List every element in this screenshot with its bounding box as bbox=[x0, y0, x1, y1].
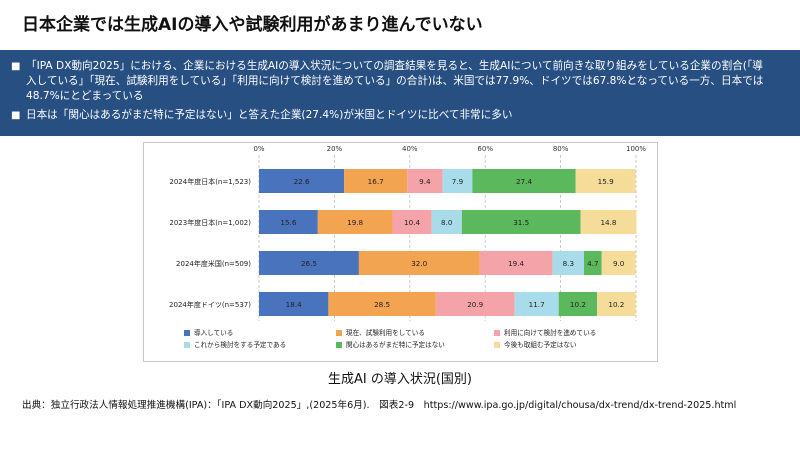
x-tick-label: 20% bbox=[327, 145, 343, 153]
bullet-text: 「IPA DX動向2025」における、企業における生成AIの導入状況についての調… bbox=[26, 60, 764, 102]
x-tick-label: 0% bbox=[253, 145, 264, 153]
bar-segment bbox=[580, 210, 637, 234]
data-label: 32.0 bbox=[411, 259, 427, 268]
data-label: 22.6 bbox=[294, 177, 310, 186]
source-note: 出典：独立行政法人情報処理推進機構(IPA)：「IPA DX動向2025」,(2… bbox=[22, 400, 737, 411]
bar-segment bbox=[358, 251, 480, 275]
data-label: 15.9 bbox=[598, 177, 614, 186]
data-label: 19.8 bbox=[347, 218, 363, 227]
bar-segment bbox=[552, 251, 584, 275]
data-label: 20.9 bbox=[467, 300, 483, 309]
category-label: 2024年度米国(n=509) bbox=[176, 259, 251, 268]
x-tick-label: 80% bbox=[553, 145, 569, 153]
legend-label: 関心はあるがまだ特に予定はない bbox=[346, 340, 445, 349]
data-label: 11.7 bbox=[529, 300, 545, 309]
data-label: 27.4 bbox=[516, 177, 532, 186]
legend-label: 現在、試験利用をしている bbox=[346, 328, 425, 337]
data-label: 19.4 bbox=[508, 259, 524, 268]
category-label: 2023年度日本(n=1,002) bbox=[169, 218, 251, 227]
data-label: 7.9 bbox=[452, 177, 464, 186]
bullet-square-icon: ■ bbox=[11, 61, 21, 72]
data-label: 9.4 bbox=[419, 177, 431, 186]
x-tick-label: 40% bbox=[402, 145, 418, 153]
legend-label: 今後も取組む予定はない bbox=[504, 340, 577, 349]
bar-segment bbox=[514, 292, 559, 316]
legend-label: 利用に向けて検討を進めている bbox=[504, 328, 596, 337]
bar-segment bbox=[259, 210, 318, 234]
legend-swatch bbox=[184, 342, 190, 348]
legend-label: これから検討をする予定である bbox=[194, 340, 286, 349]
data-label: 8.3 bbox=[563, 259, 574, 268]
bar-segment bbox=[259, 292, 329, 316]
data-label: 15.6 bbox=[280, 218, 296, 227]
bar-segment bbox=[407, 169, 443, 193]
bar-segment bbox=[479, 251, 553, 275]
legend-swatch bbox=[336, 330, 342, 336]
legend-swatch bbox=[494, 330, 500, 336]
bar-segment bbox=[558, 292, 598, 316]
legend-swatch bbox=[336, 342, 342, 348]
stacked-bar-chart: 0% 20% 40% 60% 80% 100% 2024年度日本(n=1,523) 22.6 1… bbox=[169, 145, 646, 349]
data-label: 14.8 bbox=[600, 218, 616, 227]
category-label: 2024年度ドイツ(n=537) bbox=[169, 300, 251, 309]
bullet-text: 日本は「関心はあるがまだ特に予定はない」と答えた企業(27.4%)が米国とドイツ… bbox=[26, 109, 513, 121]
data-label: 18.4 bbox=[286, 300, 302, 309]
legend-swatch bbox=[494, 342, 500, 348]
summary-bullet: ■ 日本は「関心はあるがまだ特に予定はない」と答えた企業(27.4%)が米国とド… bbox=[11, 108, 771, 123]
bar-segment bbox=[597, 292, 636, 316]
data-label: 28.5 bbox=[374, 300, 390, 309]
bar-segment bbox=[259, 251, 359, 275]
summary-bullet: ■ 「IPA DX動向2025」における、企業における生成AIの導入状況について… bbox=[11, 59, 771, 104]
data-label: 9.0 bbox=[613, 259, 625, 268]
bar-segment bbox=[328, 292, 436, 316]
bar-segment bbox=[317, 210, 393, 234]
category-label: 2024年度日本(n=1,523) bbox=[169, 177, 251, 186]
bar-segment bbox=[442, 169, 473, 193]
data-label: 16.7 bbox=[368, 177, 384, 186]
summary-banner: ■ 「IPA DX動向2025」における、企業における生成AIの導入状況について… bbox=[0, 50, 800, 136]
x-tick-label: 100% bbox=[626, 145, 646, 153]
legend-label: 導入している bbox=[194, 328, 233, 337]
x-tick-label: 60% bbox=[477, 145, 493, 153]
bar-segment bbox=[344, 169, 408, 193]
bar-segment bbox=[431, 210, 462, 234]
data-label: 10.2 bbox=[608, 300, 624, 309]
bar-segment bbox=[583, 251, 602, 275]
bullet-square-icon: ■ bbox=[11, 110, 21, 121]
data-label: 10.4 bbox=[404, 218, 420, 227]
data-label: 31.5 bbox=[513, 218, 529, 227]
chart-frame: 0% 20% 40% 60% 80% 100% 2024年度日本(n=1,523) 22.6 1… bbox=[143, 142, 658, 362]
bar-segment bbox=[575, 169, 636, 193]
bar-segment bbox=[601, 251, 636, 275]
bar-segment bbox=[392, 210, 432, 234]
bar-segment bbox=[259, 169, 345, 193]
data-label: 10.2 bbox=[570, 300, 586, 309]
data-label: 26.5 bbox=[301, 259, 317, 268]
bar-segment bbox=[435, 292, 515, 316]
data-label: 8.0 bbox=[441, 218, 453, 227]
chart-caption: 生成AI の導入状況(国別) bbox=[327, 372, 472, 387]
legend-swatch bbox=[184, 330, 190, 336]
bar-segment bbox=[461, 210, 581, 234]
data-label: 4.7 bbox=[587, 259, 598, 268]
page-title: 日本企業では生成AIの導入や試験利用があまり進んでいない bbox=[22, 15, 483, 35]
bar-segment bbox=[472, 169, 576, 193]
